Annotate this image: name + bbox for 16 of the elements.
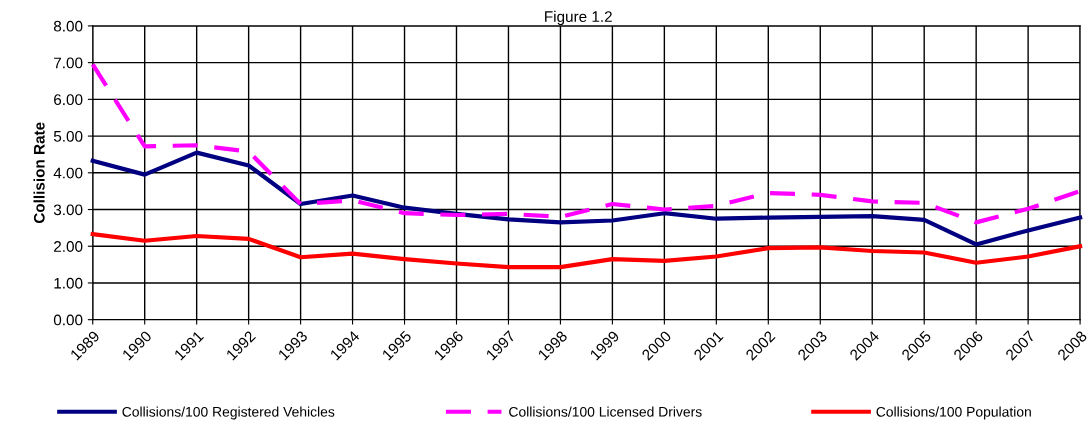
y-tick-label: 2.00 [54, 241, 83, 252]
y-tick-label: 5.00 [53, 130, 83, 142]
y-tick-label: 6.00 [54, 94, 83, 106]
y-tick-label: 4.00 [53, 167, 83, 179]
y-tick-label: 7.00 [54, 57, 83, 69]
y-tick-label: 1.00 [54, 277, 83, 289]
legend-label: Collisions/100 Registered Vehicles [122, 406, 335, 420]
line-series [90, 232, 1083, 270]
chart-title: Figure 1.2 [545, 10, 612, 26]
y-tick-label: 0.00 [53, 314, 83, 326]
y-tick-label: 8.00 [53, 20, 83, 32]
y-tick-label: 3.00 [53, 204, 83, 216]
y-axis-title: Collision Rate [33, 122, 45, 224]
legend-label: Collisions/100 Population [876, 406, 1031, 420]
legend-label: Collisions/100 Licensed Drivers [509, 406, 702, 417]
line-series [90, 150, 1083, 247]
